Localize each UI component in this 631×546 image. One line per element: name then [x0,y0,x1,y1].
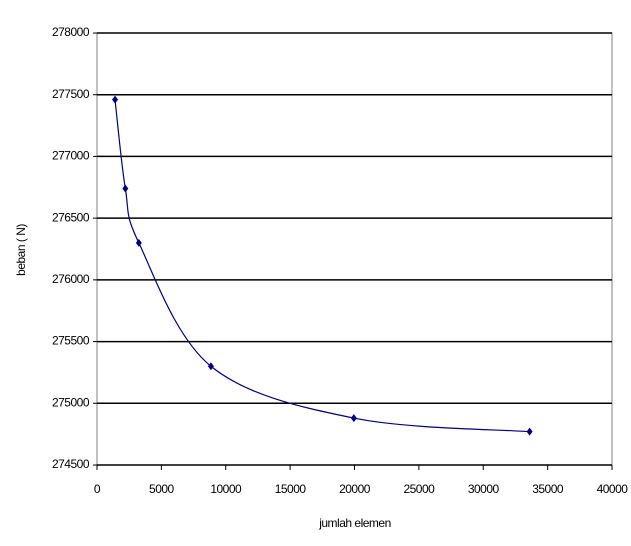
x-tick-label: 10000 [210,482,242,496]
y-tick-label: 277500 [52,87,90,101]
marker [207,362,214,371]
x-tick-label: 40000 [597,482,629,496]
x-tick-label: 5000 [149,482,175,496]
marker [526,427,533,436]
marker [135,238,142,247]
marker [350,414,357,423]
marker [122,184,129,193]
plot-area [96,32,613,466]
x-tick-label: 25000 [403,482,435,496]
x-tick-label: 0 [94,482,101,496]
y-tick-label: 276500 [52,210,90,224]
y-tick-label: 278000 [52,25,90,39]
x-tick-label: 20000 [339,482,371,496]
x-tick-label: 35000 [532,482,564,496]
y-tick-label: 274500 [52,457,90,471]
marker [112,95,119,104]
y-tick-label: 277000 [52,149,90,163]
series-line [114,99,530,433]
y-tick-label: 275000 [52,395,90,409]
x-tick-label: 15000 [275,482,307,496]
x-tick-label: 30000 [468,482,500,496]
y-tick-label: 276000 [52,272,90,286]
x-axis-title: jumlah elemen [318,516,391,530]
y-tick-label: 275500 [52,334,90,348]
y-axis-title: beban ( N) [14,224,28,276]
